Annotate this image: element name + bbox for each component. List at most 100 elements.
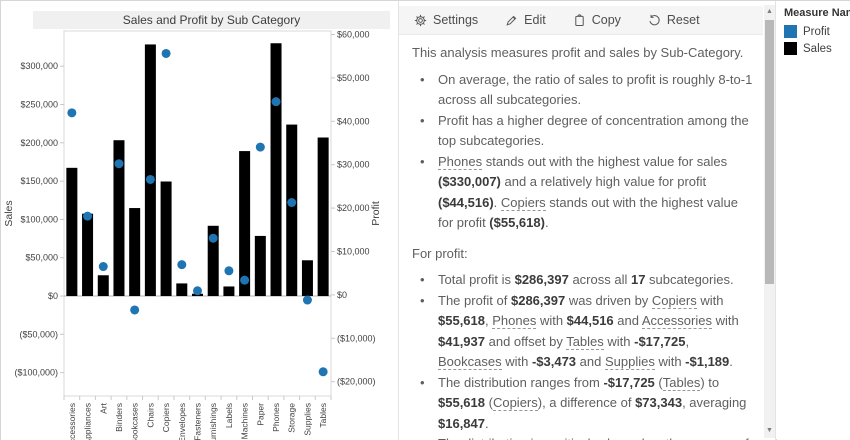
bar-machines[interactable] — [239, 151, 251, 297]
bullet-text: Phones stands out with the highest value… — [438, 153, 738, 230]
point-phones[interactable] — [271, 97, 281, 107]
category-label-labels: Labels — [224, 403, 234, 428]
bar-phones[interactable] — [270, 43, 282, 297]
subcategory-term[interactable]: Tables — [662, 374, 701, 391]
metric-value: $55,618 — [438, 395, 485, 410]
right-axis-tick-label: $20,000 — [337, 203, 370, 213]
point-copiers[interactable] — [161, 48, 171, 58]
left-axis-tick-label: $0 — [48, 291, 58, 301]
category-label-binders: Binders — [114, 403, 124, 432]
point-furnishings[interactable] — [208, 233, 218, 243]
point-binders[interactable] — [114, 159, 124, 169]
bar-paper[interactable] — [254, 235, 266, 297]
subcategory-term[interactable]: Accessories — [641, 313, 712, 329]
bar-furnishings[interactable] — [207, 225, 219, 297]
point-appliances[interactable] — [83, 211, 93, 221]
metric-value: -$17,725 — [603, 374, 655, 390]
point-supplies[interactable] — [302, 295, 312, 305]
bar-labels[interactable] — [223, 286, 235, 297]
metric-value: ($330,007) — [438, 174, 501, 189]
point-accessories[interactable] — [67, 108, 77, 118]
edit-button[interactable]: Edit — [505, 13, 546, 27]
bullet-text: The distribution is positively skewed as… — [430, 434, 754, 440]
point-art[interactable] — [98, 262, 108, 272]
story-bullet: • The distribution ranges from -$17,725 (… — [412, 373, 754, 435]
edit-label: Edit — [524, 13, 546, 27]
legend-title: Measure Names — [784, 7, 850, 19]
metric-value: $73,343 — [635, 395, 683, 410]
category-label-storage: Storage — [287, 403, 297, 433]
subcategory-term[interactable]: Copiers — [492, 395, 538, 411]
bar-copiers[interactable] — [160, 181, 172, 297]
copy-label: Copy — [591, 13, 621, 27]
point-bookcases[interactable] — [130, 305, 140, 315]
bar-storage[interactable] — [286, 124, 298, 297]
point-chairs[interactable] — [145, 174, 155, 184]
point-paper[interactable] — [255, 142, 265, 152]
left-axis-title: Sales — [3, 200, 15, 226]
legend-item-profit[interactable]: Profit — [784, 25, 849, 38]
left-axis-tick-label: $150,000 — [20, 176, 58, 186]
left-axis-tick-label: $250,000 — [20, 100, 58, 110]
bar-accessories[interactable] — [66, 167, 78, 297]
point-machines[interactable] — [240, 275, 250, 285]
point-storage[interactable] — [287, 198, 297, 208]
bar-envelopes[interactable] — [176, 283, 188, 297]
bullet-icon: • — [420, 153, 425, 169]
reset-button[interactable]: Reset — [648, 13, 700, 27]
bar-supplies[interactable] — [301, 260, 313, 297]
scroll-down-icon[interactable]: ▼ — [766, 427, 773, 434]
subcategory-term[interactable]: Tables — [566, 333, 604, 350]
copy-button[interactable]: Copy — [573, 13, 621, 27]
category-label-paper: Paper — [255, 403, 265, 426]
bullet-icon: • — [420, 292, 425, 308]
bar-binders[interactable] — [113, 140, 125, 297]
settings-button[interactable]: Settings — [414, 13, 478, 27]
legend-label: Sales — [803, 42, 832, 55]
metric-value: ($55,618) — [489, 215, 545, 230]
insights-panel: Settings Edit Copy Reset This analysis meas… — [399, 1, 776, 440]
subcategory-term[interactable]: Bookcases — [438, 354, 502, 370]
bar-appliances[interactable] — [82, 213, 94, 297]
bar-chairs[interactable] — [144, 44, 156, 297]
category-label-chairs: Chairs — [145, 403, 155, 428]
insights-toolbar: Settings Edit Copy Reset — [399, 6, 763, 35]
bullet-text: The profit of $286,397 was driven by Cop… — [438, 292, 739, 370]
point-envelopes[interactable] — [177, 260, 187, 270]
category-label-accessories: Accessories — [67, 403, 77, 440]
metric-value: $286,397 — [514, 272, 569, 287]
category-label-supplies: Supplies — [302, 403, 312, 436]
story-bullet: • On average, the ratio of sales to profi… — [412, 70, 754, 111]
point-tables[interactable] — [318, 367, 328, 377]
point-fasteners[interactable] — [193, 286, 202, 296]
right-axis-tick-label: ($20,000) — [337, 377, 376, 387]
sales-profit-chart: $300,000 $250,000 $200,000 $150,000 $100,000… — [3, 29, 382, 440]
bar-art[interactable] — [97, 275, 109, 297]
category-label-fasteners: Fasteners — [193, 403, 203, 440]
metric-value: $16,847 — [438, 415, 485, 431]
scrollbar-thumb[interactable] — [765, 20, 774, 284]
subcategory-term[interactable]: Supplies — [604, 354, 655, 370]
metric-value: $286,397 — [510, 292, 566, 308]
left-axis-tick-label: $50,000 — [25, 253, 58, 263]
scroll-up-icon[interactable]: ▲ — [766, 8, 773, 15]
metric-value: -$3,473 — [531, 354, 577, 369]
point-labels[interactable] — [224, 266, 234, 276]
subcategory-term[interactable]: Phones — [492, 313, 537, 329]
bar-tables[interactable] — [317, 137, 329, 297]
clipboard-icon — [574, 13, 584, 26]
bar-bookcases[interactable] — [129, 208, 141, 297]
subcategory-term[interactable]: Copiers — [500, 194, 546, 211]
legend-item-sales[interactable]: Sales — [784, 42, 849, 55]
right-axis-tick-label: ($10,000) — [337, 333, 376, 343]
insight-text: This analysis measures profit and sales … — [399, 36, 763, 440]
subcategory-term[interactable]: Phones — [438, 153, 483, 170]
category-label-furnishings: Furnishings — [208, 403, 218, 440]
left-axis-tick-label: ($50,000) — [19, 329, 58, 339]
scrollbar[interactable]: ▲ ▼ — [764, 5, 775, 438]
sales-swatch — [784, 42, 797, 55]
story-bullet: • Profit has a higher degree of concentra… — [412, 111, 754, 152]
subcategory-term[interactable]: Copiers — [651, 292, 697, 309]
bullet-text: Profit has a higher degree of concentrat… — [438, 112, 749, 149]
